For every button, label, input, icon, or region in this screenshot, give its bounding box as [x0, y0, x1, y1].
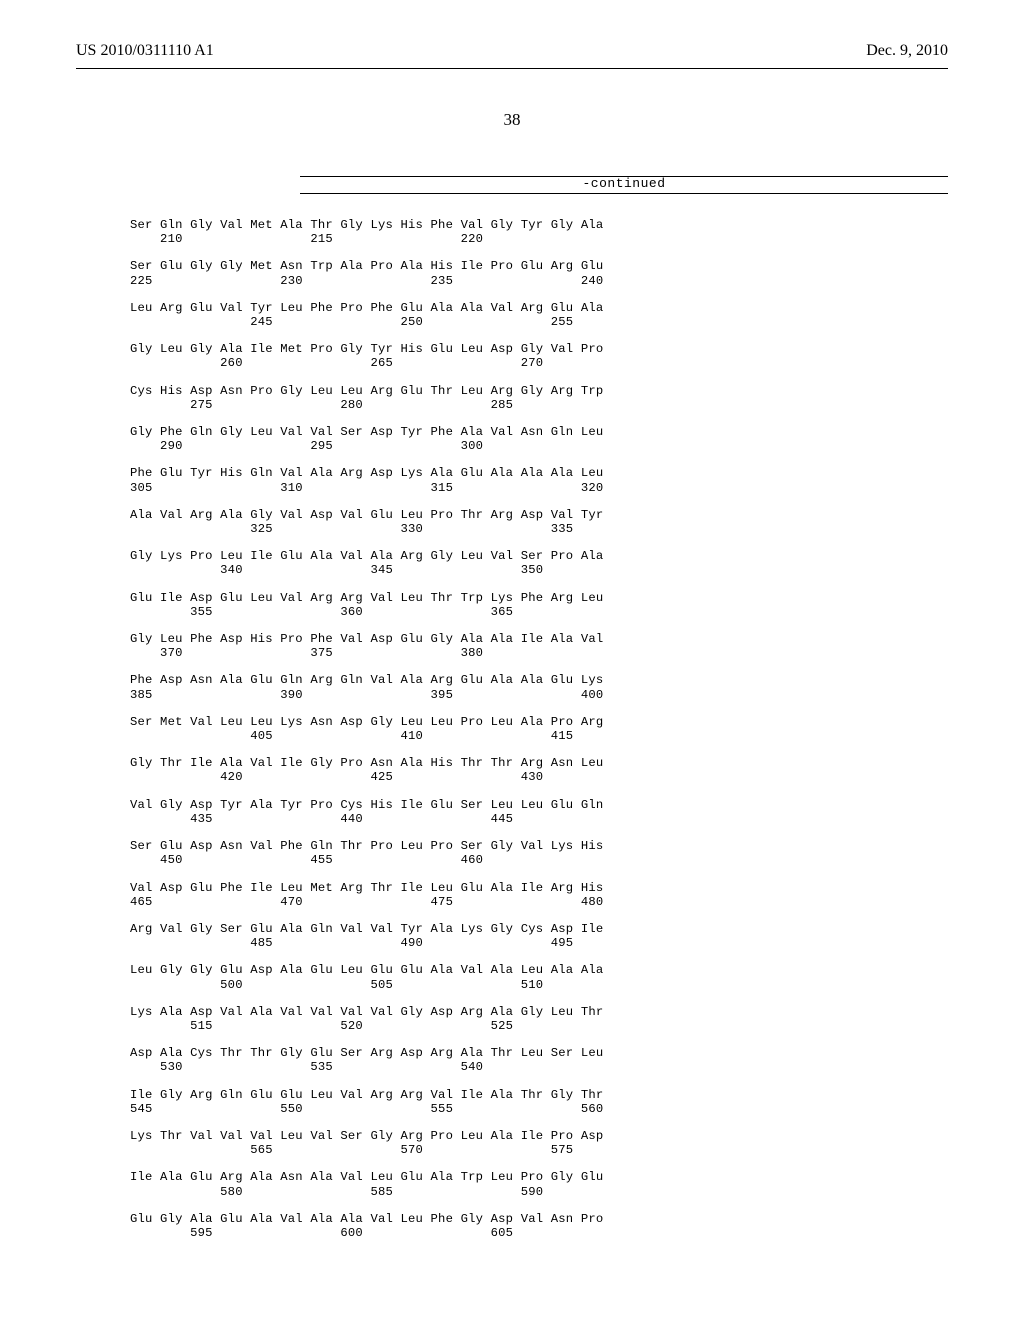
- sequence-block: Cys His Asp Asn Pro Gly Leu Leu Arg Glu …: [130, 384, 603, 412]
- position-row: 325 330 335: [130, 522, 603, 536]
- sequence-block: Arg Val Gly Ser Glu Ala Gln Val Val Tyr …: [130, 922, 603, 950]
- sequence-block: Phe Glu Tyr His Gln Val Ala Arg Asp Lys …: [130, 466, 603, 494]
- residue-row: Cys His Asp Asn Pro Gly Leu Leu Arg Glu …: [130, 384, 603, 398]
- residue-row: Ser Met Val Leu Leu Lys Asn Asp Gly Leu …: [130, 715, 603, 729]
- sequence-block: Leu Arg Glu Val Tyr Leu Phe Pro Phe Glu …: [130, 301, 603, 329]
- position-row: 290 295 300: [130, 439, 603, 453]
- position-row: 225 230 235 240: [130, 274, 603, 288]
- sequence-block: Ser Gln Gly Val Met Ala Thr Gly Lys His …: [130, 218, 603, 246]
- position-row: 260 265 270: [130, 356, 603, 370]
- position-row: 500 505 510: [130, 978, 603, 992]
- sequence-block: Gly Thr Ile Ala Val Ile Gly Pro Asn Ala …: [130, 756, 603, 784]
- page-header: US 2010/0311110 A1 Dec. 9, 2010: [0, 42, 1024, 60]
- residue-row: Leu Gly Gly Glu Asp Ala Glu Leu Glu Glu …: [130, 963, 603, 977]
- residue-row: Lys Ala Asp Val Ala Val Val Val Val Gly …: [130, 1005, 603, 1019]
- sequence-block: Val Gly Asp Tyr Ala Tyr Pro Cys His Ile …: [130, 798, 603, 826]
- residue-row: Gly Thr Ile Ala Val Ile Gly Pro Asn Ala …: [130, 756, 603, 770]
- position-row: 485 490 495: [130, 936, 603, 950]
- sequence-block: Ala Val Arg Ala Gly Val Asp Val Glu Leu …: [130, 508, 603, 536]
- position-row: 545 550 555 560: [130, 1102, 603, 1116]
- residue-row: Ser Gln Gly Val Met Ala Thr Gly Lys His …: [130, 218, 603, 232]
- residue-row: Ile Ala Glu Arg Ala Asn Ala Val Leu Glu …: [130, 1170, 603, 1184]
- residue-row: Val Asp Glu Phe Ile Leu Met Arg Thr Ile …: [130, 881, 603, 895]
- position-row: 435 440 445: [130, 812, 603, 826]
- publication-number: US 2010/0311110 A1: [76, 42, 214, 59]
- residue-row: Glu Gly Ala Glu Ala Val Ala Ala Val Leu …: [130, 1212, 603, 1226]
- residue-row: Asp Ala Cys Thr Thr Gly Glu Ser Arg Asp …: [130, 1046, 603, 1060]
- residue-row: Ile Gly Arg Gln Glu Glu Leu Val Arg Arg …: [130, 1088, 603, 1102]
- sequence-listing: Ser Gln Gly Val Met Ala Thr Gly Lys His …: [130, 218, 603, 1253]
- sequence-block: Gly Phe Gln Gly Leu Val Val Ser Asp Tyr …: [130, 425, 603, 453]
- residue-row: Ala Val Arg Ala Gly Val Asp Val Glu Leu …: [130, 508, 603, 522]
- header-rule: [76, 68, 948, 69]
- residue-row: Leu Arg Glu Val Tyr Leu Phe Pro Phe Glu …: [130, 301, 603, 315]
- residue-row: Lys Thr Val Val Val Leu Val Ser Gly Arg …: [130, 1129, 603, 1143]
- sequence-block: Ser Met Val Leu Leu Lys Asn Asp Gly Leu …: [130, 715, 603, 743]
- sequence-block: Val Asp Glu Phe Ile Leu Met Arg Thr Ile …: [130, 881, 603, 909]
- sequence-block: Ile Gly Arg Gln Glu Glu Leu Val Arg Arg …: [130, 1088, 603, 1116]
- sequence-block: Asp Ala Cys Thr Thr Gly Glu Ser Arg Asp …: [130, 1046, 603, 1074]
- residue-row: Val Gly Asp Tyr Ala Tyr Pro Cys His Ile …: [130, 798, 603, 812]
- residue-row: Gly Leu Phe Asp His Pro Phe Val Asp Glu …: [130, 632, 603, 646]
- residue-row: Arg Val Gly Ser Glu Ala Gln Val Val Tyr …: [130, 922, 603, 936]
- sequence-block: Phe Asp Asn Ala Glu Gln Arg Gln Val Ala …: [130, 673, 603, 701]
- continued-banner: -continued: [300, 176, 948, 194]
- sequence-block: Ser Glu Asp Asn Val Phe Gln Thr Pro Leu …: [130, 839, 603, 867]
- residue-row: Phe Glu Tyr His Gln Val Ala Arg Asp Lys …: [130, 466, 603, 480]
- position-row: 595 600 605: [130, 1226, 603, 1240]
- position-row: 210 215 220: [130, 232, 603, 246]
- page-number: 38: [0, 110, 1024, 130]
- residue-row: Phe Asp Asn Ala Glu Gln Arg Gln Val Ala …: [130, 673, 603, 687]
- position-row: 370 375 380: [130, 646, 603, 660]
- residue-row: Ser Glu Asp Asn Val Phe Gln Thr Pro Leu …: [130, 839, 603, 853]
- position-row: 420 425 430: [130, 770, 603, 784]
- residue-row: Ser Glu Gly Gly Met Asn Trp Ala Pro Ala …: [130, 259, 603, 273]
- position-row: 465 470 475 480: [130, 895, 603, 909]
- sequence-block: Lys Ala Asp Val Ala Val Val Val Val Gly …: [130, 1005, 603, 1033]
- sequence-block: Gly Lys Pro Leu Ile Glu Ala Val Ala Arg …: [130, 549, 603, 577]
- residue-row: Glu Ile Asp Glu Leu Val Arg Arg Val Leu …: [130, 591, 603, 605]
- position-row: 405 410 415: [130, 729, 603, 743]
- position-row: 340 345 350: [130, 563, 603, 577]
- position-row: 565 570 575: [130, 1143, 603, 1157]
- publication-date: Dec. 9, 2010: [866, 42, 948, 60]
- sequence-block: Gly Leu Gly Ala Ile Met Pro Gly Tyr His …: [130, 342, 603, 370]
- position-row: 245 250 255: [130, 315, 603, 329]
- sequence-block: Glu Gly Ala Glu Ala Val Ala Ala Val Leu …: [130, 1212, 603, 1240]
- position-row: 450 455 460: [130, 853, 603, 867]
- position-row: 385 390 395 400: [130, 688, 603, 702]
- position-row: 580 585 590: [130, 1185, 603, 1199]
- residue-row: Gly Lys Pro Leu Ile Glu Ala Val Ala Arg …: [130, 549, 603, 563]
- sequence-block: Glu Ile Asp Glu Leu Val Arg Arg Val Leu …: [130, 591, 603, 619]
- position-row: 530 535 540: [130, 1060, 603, 1074]
- sequence-block: Gly Leu Phe Asp His Pro Phe Val Asp Glu …: [130, 632, 603, 660]
- position-row: 515 520 525: [130, 1019, 603, 1033]
- sequence-block: Ile Ala Glu Arg Ala Asn Ala Val Leu Glu …: [130, 1170, 603, 1198]
- sequence-block: Lys Thr Val Val Val Leu Val Ser Gly Arg …: [130, 1129, 603, 1157]
- residue-row: Gly Leu Gly Ala Ile Met Pro Gly Tyr His …: [130, 342, 603, 356]
- position-row: 305 310 315 320: [130, 481, 603, 495]
- position-row: 275 280 285: [130, 398, 603, 412]
- sequence-block: Ser Glu Gly Gly Met Asn Trp Ala Pro Ala …: [130, 259, 603, 287]
- continued-label: -continued: [300, 176, 948, 191]
- position-row: 355 360 365: [130, 605, 603, 619]
- continued-rule-bottom: [300, 193, 948, 194]
- sequence-block: Leu Gly Gly Glu Asp Ala Glu Leu Glu Glu …: [130, 963, 603, 991]
- residue-row: Gly Phe Gln Gly Leu Val Val Ser Asp Tyr …: [130, 425, 603, 439]
